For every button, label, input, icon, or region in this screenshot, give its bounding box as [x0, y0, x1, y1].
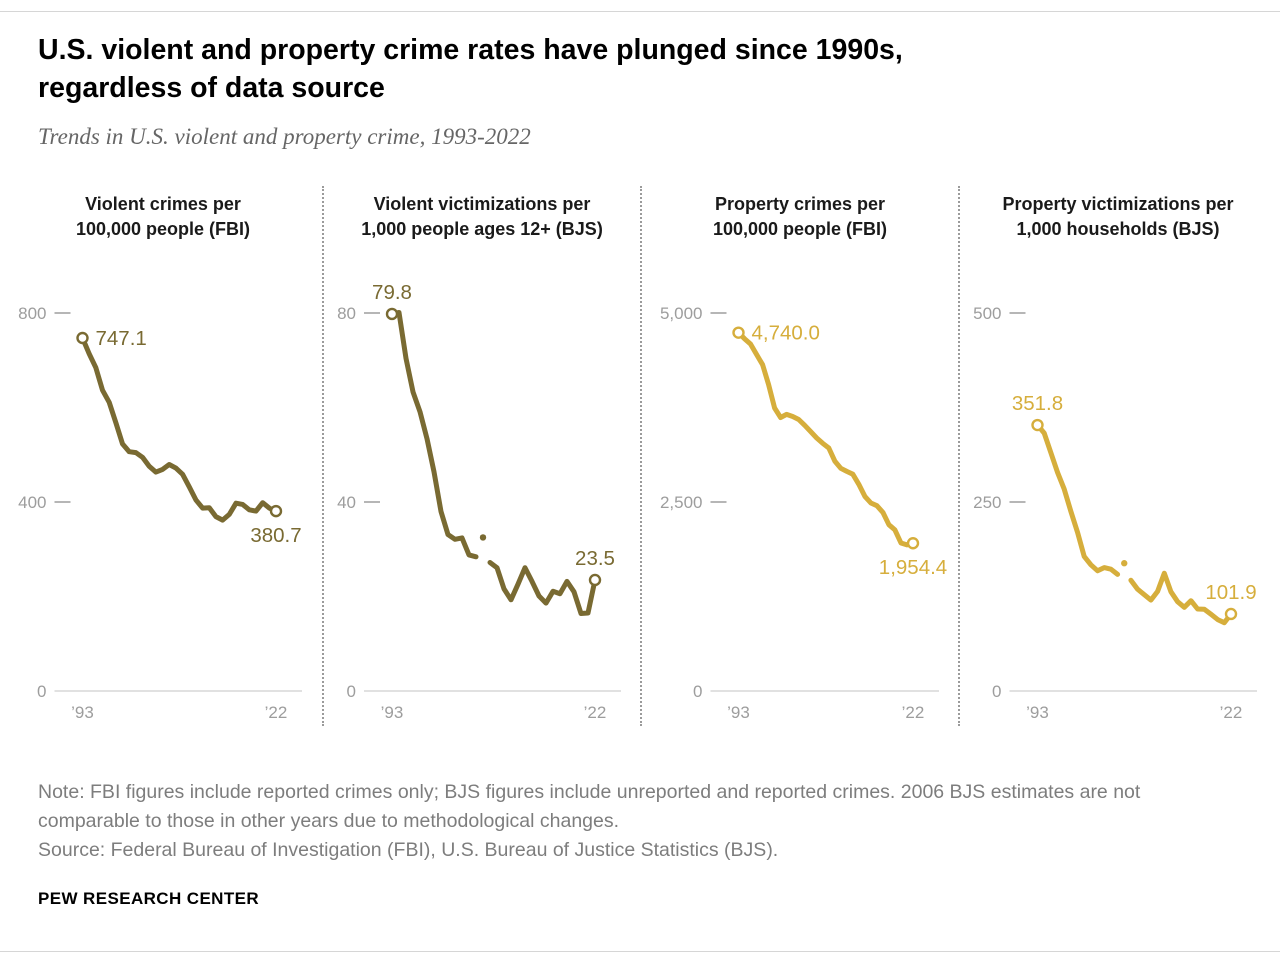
- x-tick-label: ’93: [71, 703, 94, 722]
- x-tick-label: ’22: [901, 703, 924, 722]
- y-tick-label: 0: [346, 682, 355, 701]
- y-tick-label: 0: [37, 682, 46, 701]
- y-tick-label: 0: [693, 682, 702, 701]
- y-tick-label: 800: [18, 304, 46, 323]
- trend-line: [79, 335, 278, 523]
- panel-title-line2: 1,000 people ages 12+ (BJS): [361, 219, 603, 239]
- x-tick-label: ’93: [1026, 703, 1049, 722]
- panel-title-line1: Property victimizations per: [1002, 194, 1234, 214]
- point-label: 79.8: [372, 281, 412, 304]
- y-tick-label: 250: [973, 493, 1001, 512]
- trend-line: [1127, 570, 1233, 626]
- trend-line: [1034, 422, 1120, 577]
- property-crimes-fbi-line-chart: 5,000 2,500 0 ’93 ’22 4,740.0 1,954.4: [659, 304, 946, 722]
- point-label: 747.1: [95, 327, 146, 350]
- panel-title-line2: 100,000 people (FBI): [75, 219, 251, 239]
- point-label: 4,740.0: [751, 322, 819, 345]
- footer: Note: FBI figures include reported crime…: [0, 778, 1280, 909]
- panel-title-line1: Violent crimes per: [85, 194, 241, 214]
- panel-violent-victimizations-bjs: Violent victimizations per 1,000 people a…: [322, 186, 640, 726]
- point-label: 351.8: [1011, 392, 1062, 415]
- y-tick-label: 40: [337, 493, 356, 512]
- panel-title-violent-victimizations-bjs: Violent victimizations per 1,000 people a…: [324, 192, 640, 242]
- trend-line: [487, 560, 597, 616]
- violent-crimes-fbi-line-chart: 800 400 0 ’93 ’22 747.1 380.7: [18, 304, 302, 722]
- panel-title-line2: 100,000 people (FBI): [712, 219, 888, 239]
- y-tick-label: 400: [18, 493, 46, 512]
- header: U.S. violent and property crime rates ha…: [0, 0, 1280, 150]
- page-title: U.S. violent and property crime rates ha…: [38, 31, 1240, 107]
- x-tick-label: ’22: [1219, 703, 1242, 722]
- y-tick-label: 2,500: [659, 493, 702, 512]
- start-marker: [385, 307, 398, 321]
- start-marker: [731, 326, 745, 339]
- bottom-divider: [0, 951, 1280, 952]
- chart-subtitle: Trends in U.S. violent and property crim…: [38, 124, 531, 149]
- page-title-line1: U.S. violent and property crime rates ha…: [38, 34, 903, 66]
- y-tick-label: 80: [337, 304, 356, 323]
- panel-title-property-crimes-fbi: Property crimes per 100,000 people (FBI): [642, 192, 958, 242]
- charts-row: Violent crimes per 100,000 people (FBI) 8…: [0, 186, 1280, 726]
- end-marker: [906, 537, 919, 550]
- y-tick-label: 5,000: [659, 304, 702, 323]
- trend-line: [735, 330, 915, 548]
- panel-title-line1: Property crimes per: [714, 194, 886, 214]
- start-marker: [1030, 418, 1044, 432]
- note-text: Note: FBI figures include reported crime…: [38, 781, 1141, 832]
- point-label: 380.7: [250, 524, 301, 547]
- point-label: 101.9: [1205, 581, 1256, 604]
- x-tick-label: ’93: [727, 703, 750, 722]
- brand-pew-research-center: PEW RESEARCH CENTER: [38, 889, 260, 908]
- panel-title-line1: Violent victimizations per: [373, 194, 591, 214]
- y-tick-label: 0: [992, 682, 1001, 701]
- gap-year-dot: [1120, 560, 1127, 567]
- gap-year-dot: [479, 534, 486, 541]
- source-text: Source: Federal Bureau of Investigation …: [38, 839, 779, 861]
- panel-violent-crimes-fbi: Violent crimes per 100,000 people (FBI) 8…: [4, 186, 322, 726]
- page-title-line2: regardless of data source: [38, 72, 385, 104]
- property-victimizations-bjs-line-chart: 500 250 0 ’93 ’22 351.8 101.9: [973, 304, 1257, 722]
- y-tick-label: 500: [973, 304, 1001, 323]
- trend-line: [389, 310, 478, 560]
- end-marker: [1224, 607, 1237, 621]
- panel-title-violent-crimes-fbi: Violent crimes per 100,000 people (FBI): [4, 192, 322, 242]
- point-label: 23.5: [575, 547, 615, 570]
- top-divider: [0, 11, 1280, 12]
- end-marker: [269, 504, 282, 518]
- panel-title-line2: 1,000 households (BJS): [1016, 219, 1220, 239]
- x-tick-label: ’22: [583, 703, 606, 722]
- end-marker: [588, 573, 601, 587]
- x-tick-label: ’93: [380, 703, 403, 722]
- panel-title-property-victimizations-bjs: Property victimizations per 1,000 househo…: [960, 192, 1276, 242]
- violent-victimizations-bjs-line-chart: 80 40 0 ’93 ’22 79.8 23.5: [337, 281, 621, 722]
- start-marker: [75, 331, 89, 345]
- panel-property-victimizations-bjs: Property victimizations per 1,000 househo…: [958, 186, 1276, 726]
- point-label: 1,954.4: [878, 556, 946, 579]
- x-tick-label: ’22: [264, 703, 287, 722]
- panel-property-crimes-fbi: Property crimes per 100,000 people (FBI) …: [640, 186, 958, 726]
